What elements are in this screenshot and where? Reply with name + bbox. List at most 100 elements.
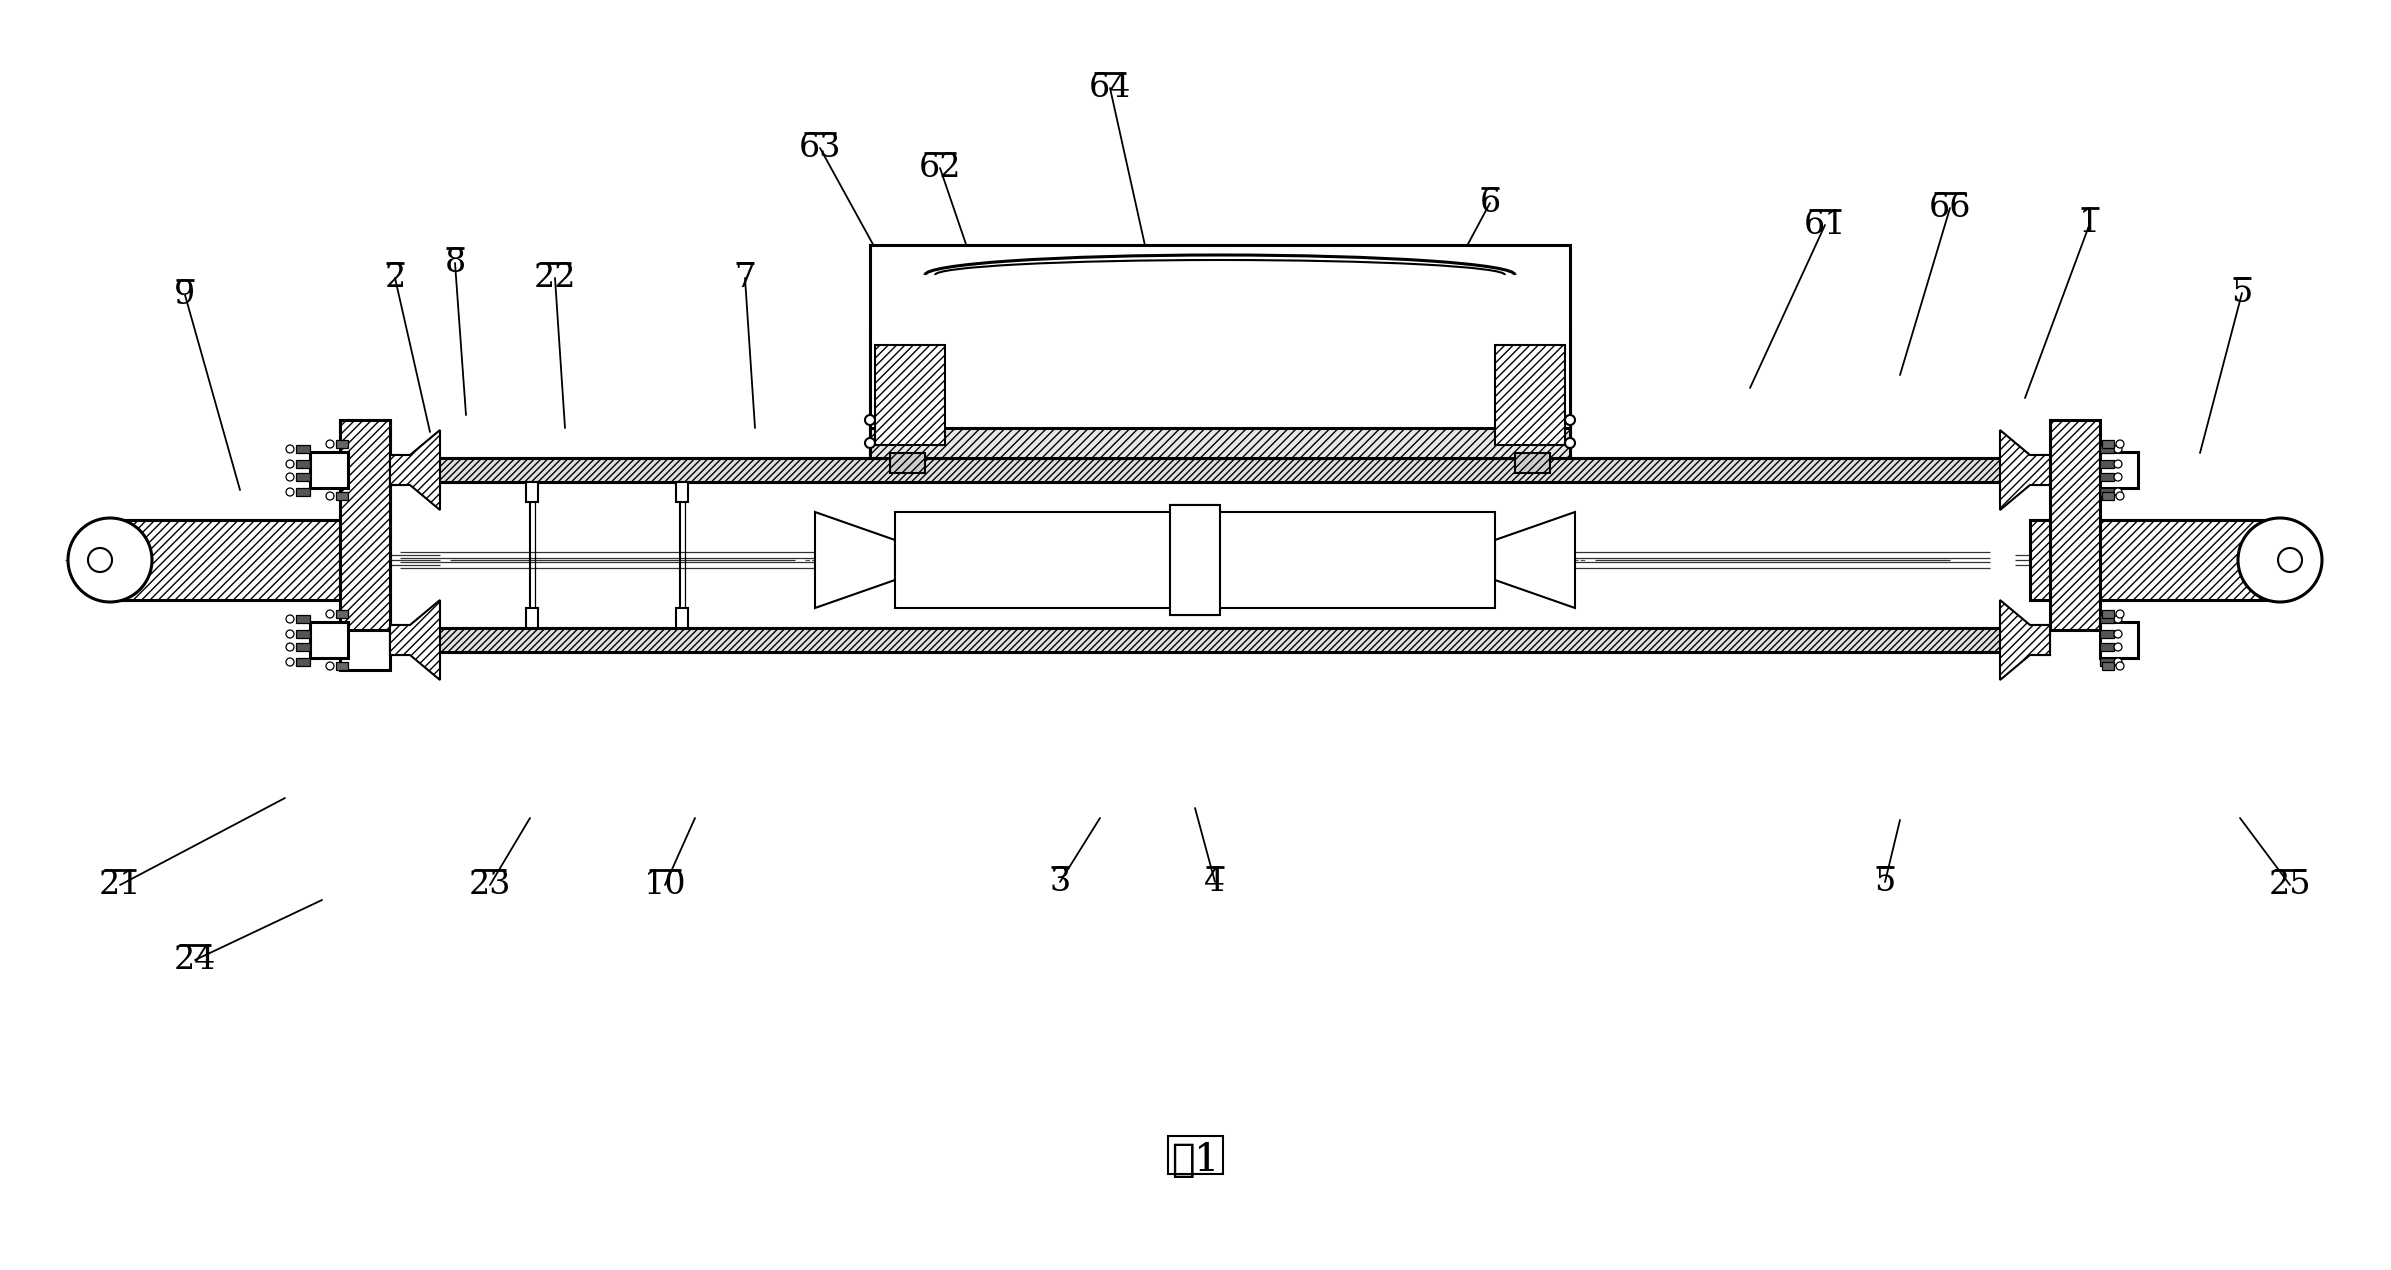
Bar: [2099, 472, 2114, 481]
Circle shape: [2116, 610, 2123, 618]
Circle shape: [325, 662, 335, 671]
Bar: [1167, 1135, 1224, 1173]
Bar: [311, 452, 349, 488]
Circle shape: [287, 630, 294, 638]
Text: 10: 10: [643, 869, 686, 900]
Bar: [2099, 488, 2114, 497]
Bar: [2102, 491, 2114, 500]
Text: 2: 2: [385, 262, 406, 293]
Bar: [2102, 662, 2114, 671]
Text: 5: 5: [1875, 866, 1896, 898]
Text: 25: 25: [2269, 869, 2312, 900]
Bar: [296, 658, 311, 665]
Bar: [2030, 519, 2269, 599]
Circle shape: [287, 615, 294, 624]
Text: 图1: 图1: [1172, 1142, 1219, 1179]
Bar: [296, 472, 311, 481]
Circle shape: [2114, 658, 2121, 665]
Bar: [2035, 625, 2049, 655]
Bar: [337, 662, 349, 671]
Circle shape: [88, 547, 112, 572]
Circle shape: [2279, 547, 2303, 572]
Circle shape: [2114, 444, 2121, 453]
Polygon shape: [815, 512, 894, 608]
Bar: [371, 627, 2020, 652]
Bar: [894, 512, 1494, 608]
Bar: [2099, 658, 2114, 665]
Text: 6: 6: [1480, 187, 1502, 218]
Bar: [2099, 622, 2138, 658]
Bar: [1169, 505, 1219, 615]
Text: 23: 23: [469, 869, 512, 900]
Bar: [340, 420, 390, 630]
Polygon shape: [1494, 512, 1576, 608]
Bar: [2102, 439, 2114, 448]
Bar: [2099, 615, 2114, 624]
Text: 7: 7: [734, 262, 756, 293]
Bar: [296, 460, 311, 469]
Bar: [1494, 345, 1566, 444]
Bar: [296, 615, 311, 624]
Text: 22: 22: [533, 262, 576, 293]
Text: 63: 63: [799, 132, 842, 164]
Bar: [340, 420, 390, 671]
Text: 66: 66: [1930, 192, 1970, 224]
Circle shape: [2114, 460, 2121, 469]
Bar: [2049, 420, 2099, 630]
Bar: [526, 608, 538, 627]
Circle shape: [287, 658, 294, 665]
Circle shape: [866, 415, 875, 425]
Bar: [2102, 610, 2114, 618]
Circle shape: [2114, 630, 2121, 638]
Bar: [2099, 452, 2138, 488]
Bar: [2099, 444, 2114, 453]
Circle shape: [2114, 615, 2121, 624]
Text: 24: 24: [175, 944, 215, 977]
Bar: [870, 428, 1571, 458]
Bar: [2099, 460, 2114, 469]
Polygon shape: [390, 599, 440, 679]
Text: 62: 62: [918, 152, 961, 184]
Bar: [870, 245, 1571, 458]
Bar: [390, 625, 404, 655]
Text: 3: 3: [1050, 866, 1071, 898]
Bar: [2099, 643, 2114, 652]
Bar: [337, 491, 349, 500]
Circle shape: [67, 518, 153, 602]
Circle shape: [325, 439, 335, 448]
Circle shape: [2116, 439, 2123, 448]
Text: 64: 64: [1088, 72, 1131, 104]
Circle shape: [287, 472, 294, 481]
Circle shape: [325, 610, 335, 618]
Circle shape: [2116, 662, 2123, 671]
Bar: [526, 483, 538, 502]
Circle shape: [2114, 472, 2121, 481]
Text: 9: 9: [175, 279, 196, 311]
Circle shape: [2114, 488, 2121, 497]
Text: 4: 4: [1205, 866, 1227, 898]
Circle shape: [287, 643, 294, 652]
Circle shape: [287, 444, 294, 453]
Circle shape: [2116, 491, 2123, 500]
Bar: [337, 610, 349, 618]
Bar: [296, 488, 311, 497]
Bar: [115, 519, 354, 599]
Text: 61: 61: [1803, 210, 1846, 241]
Bar: [296, 630, 311, 638]
Bar: [677, 483, 689, 502]
Circle shape: [1566, 438, 1576, 448]
Bar: [1516, 453, 1549, 472]
Text: 5: 5: [2231, 277, 2252, 309]
Bar: [889, 453, 925, 472]
Bar: [296, 643, 311, 652]
Text: 图1: 图1: [1172, 1142, 1219, 1179]
Text: 8: 8: [445, 246, 466, 279]
Circle shape: [2238, 518, 2322, 602]
Bar: [371, 458, 2020, 483]
Polygon shape: [1999, 431, 2049, 511]
Bar: [311, 622, 349, 658]
Polygon shape: [390, 431, 440, 511]
Circle shape: [325, 491, 335, 500]
Bar: [2099, 630, 2114, 638]
Circle shape: [866, 438, 875, 448]
